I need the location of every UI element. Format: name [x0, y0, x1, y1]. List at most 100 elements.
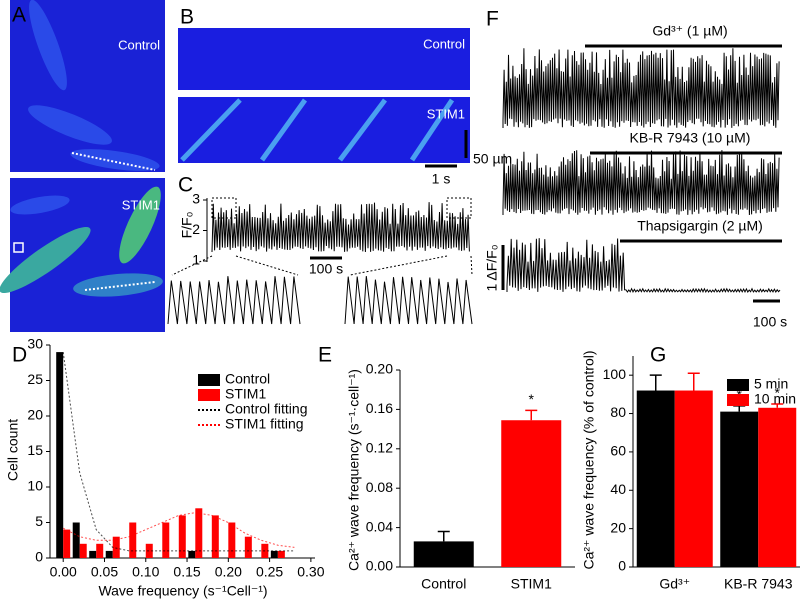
- x-tick-label: 0.25: [256, 564, 283, 580]
- roi: [13, 242, 24, 253]
- bar: [758, 407, 797, 567]
- cell: [70, 149, 160, 171]
- y-axis-label: F/F₀: [179, 211, 195, 238]
- panel-b-images: Control STIM1 50 µm 1 s: [178, 28, 512, 187]
- bar: [244, 536, 252, 558]
- bar: [636, 390, 675, 567]
- bar: [162, 522, 170, 558]
- scale-label: 1 s: [432, 171, 451, 187]
- bar: [129, 522, 137, 558]
- y-axis-label: Cell count: [5, 419, 21, 481]
- y-tick-label: 3: [192, 191, 200, 207]
- panel-label: B: [180, 6, 194, 29]
- scale-label: 100 s: [753, 314, 787, 330]
- y-axis-label: Ca²⁺ wave frequency (s⁻¹·cell⁻¹): [346, 369, 362, 571]
- image-label: STIM1: [427, 106, 465, 121]
- x-axis-label: Wave frequency (s⁻¹Cell⁻¹): [98, 583, 267, 599]
- legend-swatch: [198, 374, 220, 386]
- error-bar: [687, 372, 700, 391]
- x-tick-label: 0.20: [215, 564, 242, 580]
- legend-label: Control fitting: [225, 401, 307, 417]
- bar: [413, 541, 474, 567]
- legend-label: STIM1 fitting: [225, 416, 304, 432]
- y-tick-label: 0.16: [366, 400, 393, 416]
- trace-zoom: [167, 276, 301, 325]
- error-bar: [437, 530, 450, 542]
- error-bar: [771, 403, 784, 408]
- y-tick-label: 20: [610, 519, 626, 535]
- bar: [89, 550, 97, 558]
- bar: [188, 550, 196, 558]
- y-tick-label: 15: [27, 442, 43, 458]
- y-tick-label: 1: [192, 252, 200, 268]
- trace-f: [502, 150, 780, 216]
- y-tick-label: 0.00: [366, 558, 393, 574]
- cell: [119, 186, 161, 264]
- error-bar: [733, 405, 746, 412]
- legend-label: Control: [225, 371, 270, 387]
- significance: *: [775, 385, 781, 401]
- bar: [96, 543, 104, 558]
- panel-label: E: [318, 344, 332, 367]
- scale-label: 100 s: [309, 261, 343, 277]
- fit-line: [62, 512, 295, 548]
- y-tick-label: 10: [27, 478, 43, 494]
- bar: [228, 522, 236, 558]
- y-tick-label: 100: [603, 366, 627, 382]
- treatment-label: KB-R 7943 (10 µM): [630, 130, 751, 146]
- bar: [674, 390, 713, 567]
- bar: [195, 508, 203, 558]
- y-tick-label: 2: [192, 221, 200, 237]
- treatment-label: Thapsigargin (2 µM): [637, 218, 763, 234]
- y-tick-label: 0.20: [366, 361, 393, 377]
- y-tick-label: 20: [27, 407, 43, 423]
- y-tick-label: 30: [27, 336, 43, 352]
- treatment-label: Gd³⁺ (1 µM): [652, 23, 727, 39]
- trace-zoom: [344, 276, 473, 325]
- y-tick-label: 5: [35, 513, 43, 529]
- zoom-connector: [171, 255, 473, 276]
- error-bar: [525, 409, 538, 421]
- y-tick-label: 0.08: [366, 479, 393, 495]
- x-tick-label: 0.10: [132, 564, 159, 580]
- legend-label: 10 min: [754, 391, 796, 407]
- bar: [112, 536, 120, 558]
- y-tick-label: 40: [610, 481, 626, 497]
- bar: [277, 550, 285, 558]
- panel-label: F: [486, 8, 499, 31]
- error-bar: [649, 374, 662, 391]
- bar: [211, 515, 219, 558]
- bar: [501, 420, 562, 567]
- panel-f: Gd³⁺ (1 µM) KB-R 7943 (10 µM) Thapsigarg…: [484, 23, 787, 330]
- y-tick-label: 80: [610, 404, 626, 420]
- panel-label: D: [12, 344, 27, 367]
- legend-swatch: [727, 379, 749, 391]
- cell: [0, 226, 91, 294]
- bar: [145, 543, 153, 558]
- linescan-stim1: [178, 97, 470, 163]
- x-tick-label: Gd³⁺: [659, 576, 690, 592]
- trace-c: [211, 202, 470, 253]
- bar: [105, 550, 113, 558]
- trace-f: [506, 238, 781, 294]
- x-tick-label: KB-R 7943: [724, 576, 793, 592]
- panel-label: A: [12, 4, 26, 27]
- zoom-box: [446, 197, 472, 219]
- cell: [73, 273, 163, 297]
- image-label: Control: [423, 36, 465, 51]
- cell: [28, 105, 112, 145]
- x-tick-label: STIM1: [511, 576, 552, 592]
- legend-label: 5 min: [754, 376, 788, 392]
- scale-label: 1 ΔF/F₀: [484, 244, 500, 291]
- bar: [270, 550, 278, 558]
- bar: [178, 515, 186, 558]
- x-tick-label: 0.30: [297, 564, 324, 580]
- trace-f: [502, 48, 780, 128]
- bar: [79, 543, 87, 558]
- y-tick-label: 25: [27, 371, 43, 387]
- panel-a-images: Control STIM1: [0, 0, 165, 332]
- wave-streak: [180, 98, 455, 162]
- y-tick-label: 0: [35, 549, 43, 565]
- cell: [29, 0, 67, 91]
